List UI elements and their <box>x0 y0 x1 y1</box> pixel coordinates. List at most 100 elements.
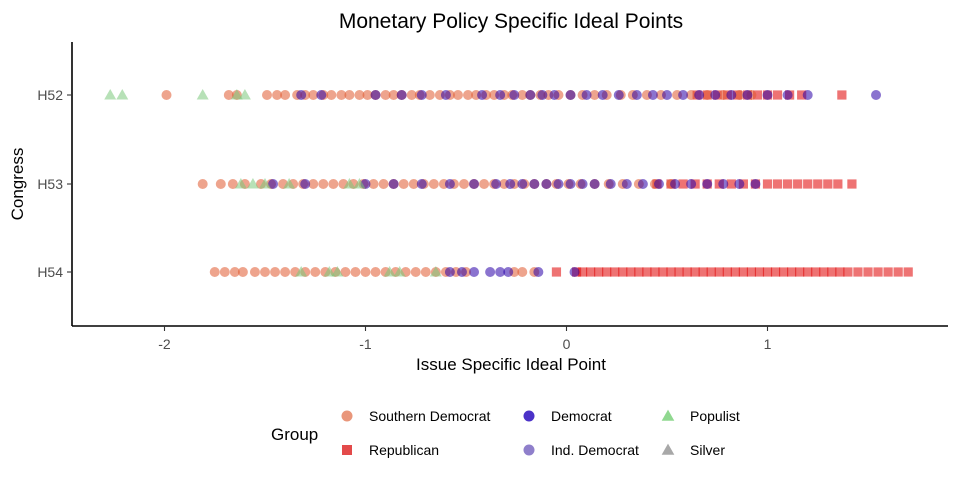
point-southern-democrat-h54 <box>260 267 270 277</box>
point-republican-h54 <box>626 267 636 277</box>
point-southern-democrat-h53 <box>458 179 469 189</box>
point-republican-h54 <box>903 267 913 277</box>
point-southern-democrat-h53 <box>215 179 226 189</box>
point-democrat-h54 <box>533 267 544 277</box>
point-democrat-h52 <box>549 90 560 100</box>
point-republican-h54 <box>738 267 748 277</box>
point-southern-democrat-h52 <box>262 90 273 100</box>
point-southern-democrat-h54 <box>237 267 248 277</box>
point-populist-h52 <box>104 89 117 100</box>
point-democrat-h53 <box>491 179 502 189</box>
x-axis-ticks: -2 -1 0 1 <box>158 326 772 352</box>
point-democrat-h53 <box>577 179 588 189</box>
point-democrat-h52 <box>565 90 576 100</box>
point-democrat-h52 <box>316 90 327 100</box>
point-republican-h54 <box>835 267 845 277</box>
legend-title: Group <box>271 425 318 444</box>
point-southern-democrat-h52 <box>161 90 172 100</box>
point-republican-h54 <box>714 267 724 277</box>
point-democrat-h53 <box>653 179 664 189</box>
point-southern-democrat-h52 <box>702 90 713 100</box>
point-republican-h54 <box>674 267 684 277</box>
x-tick-label: 1 <box>764 336 772 352</box>
point-republican-h54 <box>863 267 873 277</box>
point-republican-h54 <box>634 267 644 277</box>
point-populist-h53 <box>259 178 271 189</box>
point-populist-h53 <box>283 178 296 189</box>
point-democrat-h53 <box>750 179 761 189</box>
point-southern-democrat-h52 <box>280 90 291 100</box>
legend-key-southern-democrat <box>341 410 353 422</box>
point-republican-h54 <box>873 267 883 277</box>
y-tick-label: H53 <box>37 176 63 192</box>
point-democrat-h52 <box>871 90 882 100</box>
point-democrat-h52 <box>477 90 488 100</box>
point-populist-h53 <box>353 178 366 189</box>
point-southern-democrat-h52 <box>362 90 373 100</box>
point-republican-h54 <box>551 267 562 277</box>
point-republican-h54 <box>778 267 789 277</box>
point-democrat-h53 <box>469 179 480 189</box>
point-republican-h54 <box>586 267 596 277</box>
point-populist-h52 <box>196 89 209 100</box>
point-southern-democrat-h53 <box>197 179 208 189</box>
point-republican-h54 <box>722 267 732 277</box>
point-democrat-h52 <box>710 90 721 100</box>
point-republican-h54 <box>618 267 628 277</box>
point-republican-h53 <box>772 179 783 189</box>
point-democrat-h52 <box>762 90 773 100</box>
point-republican-h53 <box>678 179 688 189</box>
point-populist-h53 <box>246 178 259 189</box>
point-southern-democrat-h54 <box>360 267 371 277</box>
point-republican-h53 <box>762 179 773 189</box>
point-democrat-h52 <box>440 90 451 100</box>
x-tick-label: 0 <box>563 336 571 352</box>
point-southern-democrat-h52 <box>406 90 417 100</box>
point-southern-democrat-h52 <box>718 90 729 100</box>
point-democrat-h54 <box>503 267 514 277</box>
point-democrat-h54 <box>495 267 506 277</box>
point-republican-h54 <box>658 267 668 277</box>
point-southern-democrat-h54 <box>350 267 361 277</box>
point-republican-h54 <box>706 267 716 277</box>
point-democrat-h53 <box>734 179 745 189</box>
x-tick-label: -2 <box>158 336 171 352</box>
point-southern-democrat-h52 <box>686 90 697 100</box>
point-republican-h54 <box>642 267 652 277</box>
point-populist-h54 <box>331 266 344 277</box>
point-republican-h54 <box>594 267 604 277</box>
point-democrat-h53 <box>529 179 540 189</box>
point-southern-democrat-h54 <box>370 267 381 277</box>
point-democrat-h52 <box>416 90 427 100</box>
point-democrat-h53 <box>637 179 648 189</box>
point-southern-democrat-h52 <box>388 90 399 100</box>
point-republican-h54 <box>819 267 829 277</box>
point-republican-h52 <box>772 90 783 100</box>
point-republican-h54 <box>730 267 740 277</box>
point-democrat-h53 <box>388 179 399 189</box>
point-democrat-h53 <box>621 179 632 189</box>
point-southern-democrat-h52 <box>589 90 600 100</box>
point-southern-democrat-h54 <box>280 267 291 277</box>
legend-label: Ind. Democrat <box>551 442 639 458</box>
point-republican-h54 <box>762 267 773 277</box>
point-democrat-h52 <box>662 90 672 100</box>
point-republican-h54 <box>770 267 781 277</box>
legend-label: Southern Democrat <box>369 408 491 424</box>
x-tick-label: -1 <box>359 336 372 352</box>
point-republican-h54 <box>843 267 853 277</box>
point-populist-h52 <box>238 89 251 100</box>
point-southern-democrat-h53 <box>398 179 409 189</box>
point-republican-h53 <box>783 179 793 189</box>
point-democrat-h52 <box>537 90 548 100</box>
point-populist-h54 <box>393 266 406 277</box>
point-southern-democrat-h53 <box>368 179 379 189</box>
point-republican-h54 <box>883 267 893 277</box>
legend-label: Populist <box>690 408 740 424</box>
point-democrat-h53 <box>541 179 552 189</box>
point-democrat-h52 <box>296 90 307 100</box>
point-republican-h52 <box>752 90 763 100</box>
point-republican-h53 <box>833 179 843 189</box>
legend-label: Silver <box>690 442 725 458</box>
point-southern-democrat-h52 <box>223 90 234 100</box>
